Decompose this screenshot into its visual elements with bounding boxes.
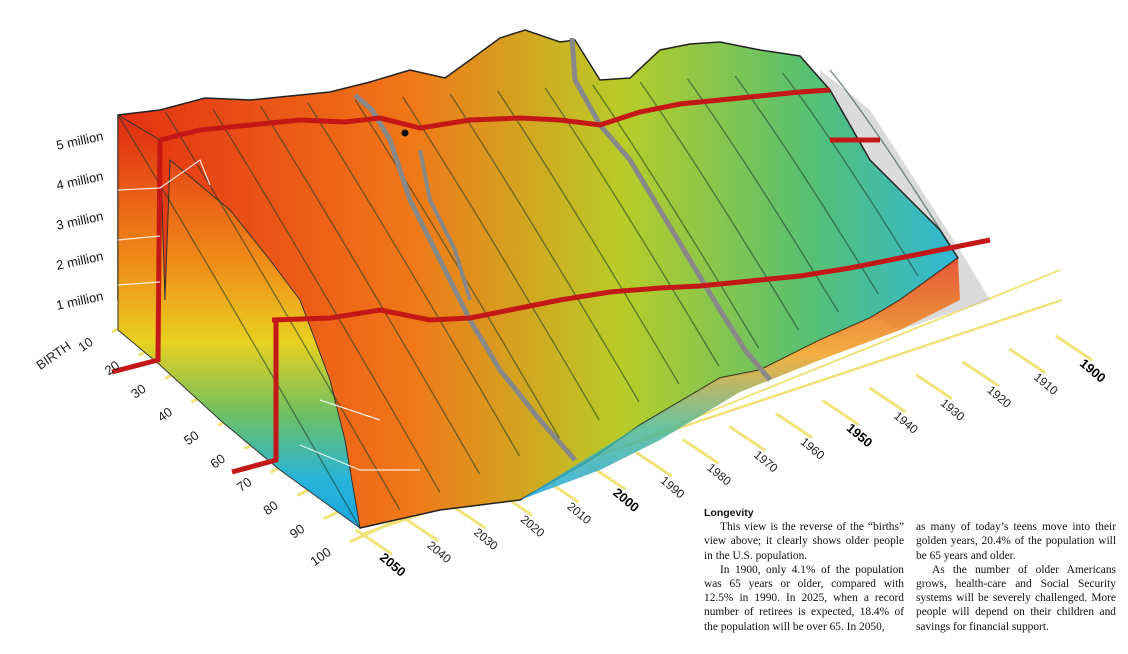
caption: Longevity This view is the reverse of th… bbox=[704, 506, 1116, 634]
year-gridline bbox=[1008, 347, 1047, 375]
y-tick-label: 4 million bbox=[55, 168, 105, 193]
year-ridge bbox=[307, 102, 521, 457]
age-tick-label: 10 bbox=[75, 334, 95, 355]
year-tick-label: 2050 bbox=[377, 550, 409, 580]
year-tick-label: 1940 bbox=[891, 409, 921, 437]
year-tick-label: 2030 bbox=[471, 525, 501, 553]
year-ridge bbox=[117, 114, 361, 529]
year-gridline bbox=[821, 399, 860, 426]
year-ridge bbox=[212, 108, 441, 493]
year-ridge bbox=[829, 69, 959, 259]
y-axis-labels: 5 million 4 million 3 million 2 million 1 mi… bbox=[55, 128, 105, 313]
y-tick-label: 2 million bbox=[55, 248, 105, 273]
year-ridge bbox=[354, 99, 560, 439]
y-tick-label: 5 million bbox=[55, 128, 105, 153]
year-tick-label: 1930 bbox=[938, 396, 968, 424]
age-tick-label: 50 bbox=[181, 428, 201, 449]
age-tick-label: 30 bbox=[128, 381, 148, 402]
age-tick-label: 40 bbox=[155, 404, 175, 425]
year-gridline bbox=[961, 360, 1000, 388]
caption-paragraph: In 1900, only 4.1% of the population was… bbox=[704, 563, 904, 633]
year-tick-label: 2000 bbox=[610, 485, 642, 515]
year-gridline bbox=[681, 438, 720, 465]
caption-paragraph: as many of today’s teens move into their… bbox=[916, 521, 1116, 562]
year-gridline bbox=[728, 425, 767, 452]
marker-dot bbox=[401, 129, 409, 137]
year-tick-label: 1910 bbox=[1031, 370, 1061, 398]
year-tick-label: 1920 bbox=[985, 383, 1015, 411]
surface-body bbox=[117, 29, 990, 530]
age-tick-label: 100 bbox=[307, 544, 333, 569]
age-tick-label: 90 bbox=[287, 521, 307, 542]
age-tick-label: 20 bbox=[102, 358, 122, 379]
year-gridline bbox=[775, 412, 813, 439]
year-ridge bbox=[259, 105, 481, 475]
year-tick-label: 1950 bbox=[844, 420, 876, 450]
age-axis-title: BIRTH bbox=[33, 338, 73, 373]
year-ridge bbox=[164, 111, 401, 511]
year-gridline bbox=[401, 515, 440, 543]
caption-paragraph: This view is the reverse of the “births”… bbox=[704, 521, 904, 562]
year-tick-label: 1970 bbox=[751, 448, 781, 476]
contour-lines bbox=[117, 159, 420, 471]
year-ridge bbox=[592, 84, 760, 349]
caption-paragraph: As the number of older Americans grows, … bbox=[916, 563, 1116, 633]
age-tick-label: 60 bbox=[207, 451, 227, 472]
year-tick-label: 1900 bbox=[1077, 356, 1109, 386]
year-tick-label: 2040 bbox=[425, 538, 455, 566]
year-gridline bbox=[868, 386, 907, 413]
year-gridline bbox=[1055, 334, 1093, 362]
year-tick-label: 1960 bbox=[798, 435, 828, 463]
age-tick-label: 70 bbox=[234, 474, 254, 495]
caption-title: Longevity bbox=[704, 507, 754, 519]
y-tick-label: 3 million bbox=[55, 208, 105, 233]
year-tick-label: 2020 bbox=[518, 512, 548, 540]
year-gridline bbox=[915, 373, 953, 401]
y-tick-label: 1 million bbox=[55, 288, 105, 313]
year-tick-label: 2010 bbox=[565, 499, 595, 527]
caption-column-1: This view is the reverse of the “births”… bbox=[704, 520, 904, 634]
year-ridge bbox=[781, 72, 919, 277]
year-ridge bbox=[402, 96, 600, 421]
year-ridge bbox=[544, 87, 720, 367]
marker-lines bbox=[111, 87, 991, 475]
year-tick-label: 1990 bbox=[658, 473, 688, 501]
year-tick-label: 1980 bbox=[705, 460, 735, 488]
age-tick-label: 80 bbox=[260, 498, 280, 519]
year-gridline bbox=[635, 451, 673, 478]
caption-column-2: as many of today’s teens move into their… bbox=[916, 520, 1116, 634]
base-gridline bbox=[639, 269, 1061, 441]
year-ridge bbox=[449, 93, 640, 403]
year-ridge bbox=[639, 81, 800, 331]
